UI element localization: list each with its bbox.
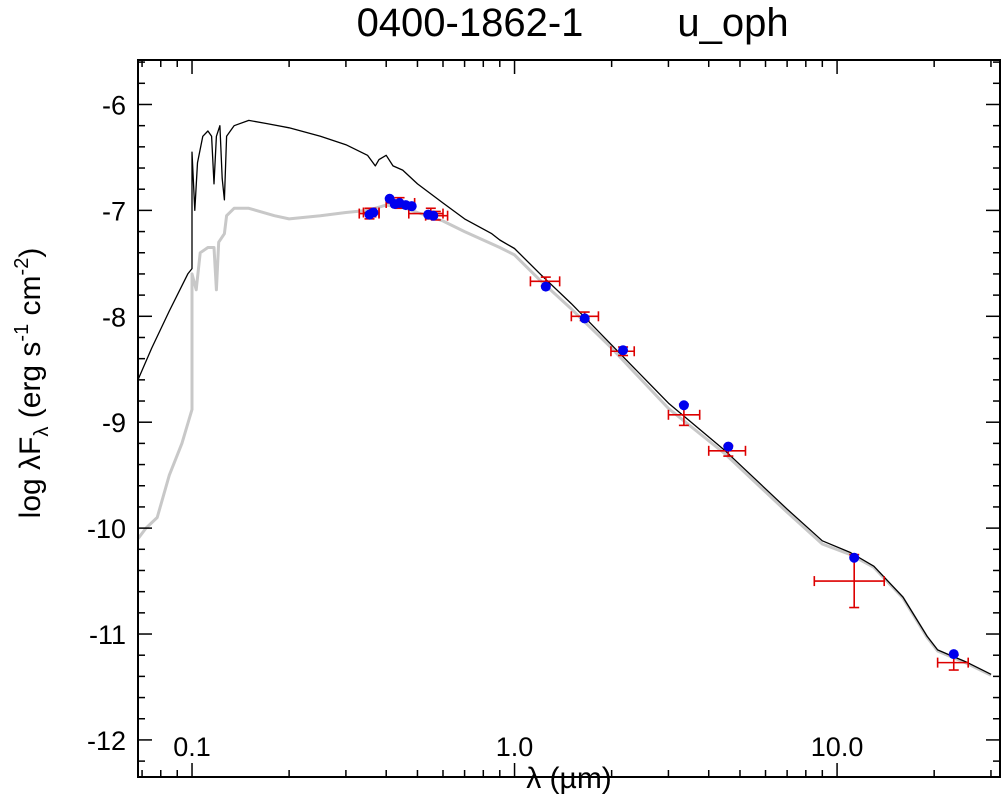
model-photometry-dot-8 <box>428 210 439 221</box>
chart-title: 0400-1862-1 u_oph <box>357 1 789 45</box>
model-photometry-dot-13 <box>723 441 734 452</box>
y-label-main: log λF <box>14 437 47 519</box>
observed-point-10 <box>813 553 886 609</box>
x-axis-label: λ (µm) <box>526 762 612 795</box>
model-photometry-series <box>364 193 959 660</box>
x-tick-label: 0.1 <box>173 732 211 762</box>
y-tick-label: -10 <box>87 514 126 544</box>
model-photometry-dot-15 <box>948 649 959 660</box>
reddened-model-series <box>136 203 992 677</box>
x-tick-label: 1.0 <box>496 732 534 762</box>
model-photometry-dot-11 <box>618 345 629 356</box>
title-star-name: u_oph <box>677 1 788 45</box>
y-tick-label: -6 <box>102 90 126 120</box>
observed-errorbars-series <box>358 196 969 671</box>
y-label-unit: (erg s <box>14 342 47 427</box>
y-tick-label: -8 <box>102 302 126 332</box>
y-label-subscript: λ <box>31 427 53 437</box>
y-tick-label: -9 <box>102 408 126 438</box>
y-tick-label: -11 <box>89 620 126 650</box>
y-label-exp2: -2 <box>11 258 33 276</box>
model-photometry-dot-1 <box>368 207 379 218</box>
y-label-unit2: cm <box>14 275 47 323</box>
y-label-close: ) <box>14 248 47 258</box>
unreddened-model-line <box>137 119 992 675</box>
model-photometry-dot-14 <box>849 552 860 563</box>
model-photometry-dot-12 <box>678 400 689 411</box>
model-photometry-dot-10 <box>579 313 590 324</box>
y-tick-label: -7 <box>102 196 126 226</box>
y-label-exp1: -1 <box>11 324 33 342</box>
y-axis-ticks: -6 -7 -8 -9 -10 -11 -12 <box>87 61 1000 762</box>
y-axis-label: log λFλ (erg s-1 cm-2) <box>11 248 53 519</box>
model-photometry-dot-9 <box>540 281 551 292</box>
x-tick-label: 10.0 <box>811 732 864 762</box>
plot-frame <box>137 59 1001 778</box>
x-axis-ticks: 0.1 1.0 10.0 <box>141 60 992 777</box>
observed-point-5 <box>529 276 561 287</box>
model-photometry-dot-6 <box>406 201 417 212</box>
unreddened-model-series <box>137 119 992 675</box>
title-object-id: 0400-1862-1 <box>357 1 584 45</box>
y-tick-label: -12 <box>87 726 126 756</box>
reddened-model-line <box>136 203 992 677</box>
